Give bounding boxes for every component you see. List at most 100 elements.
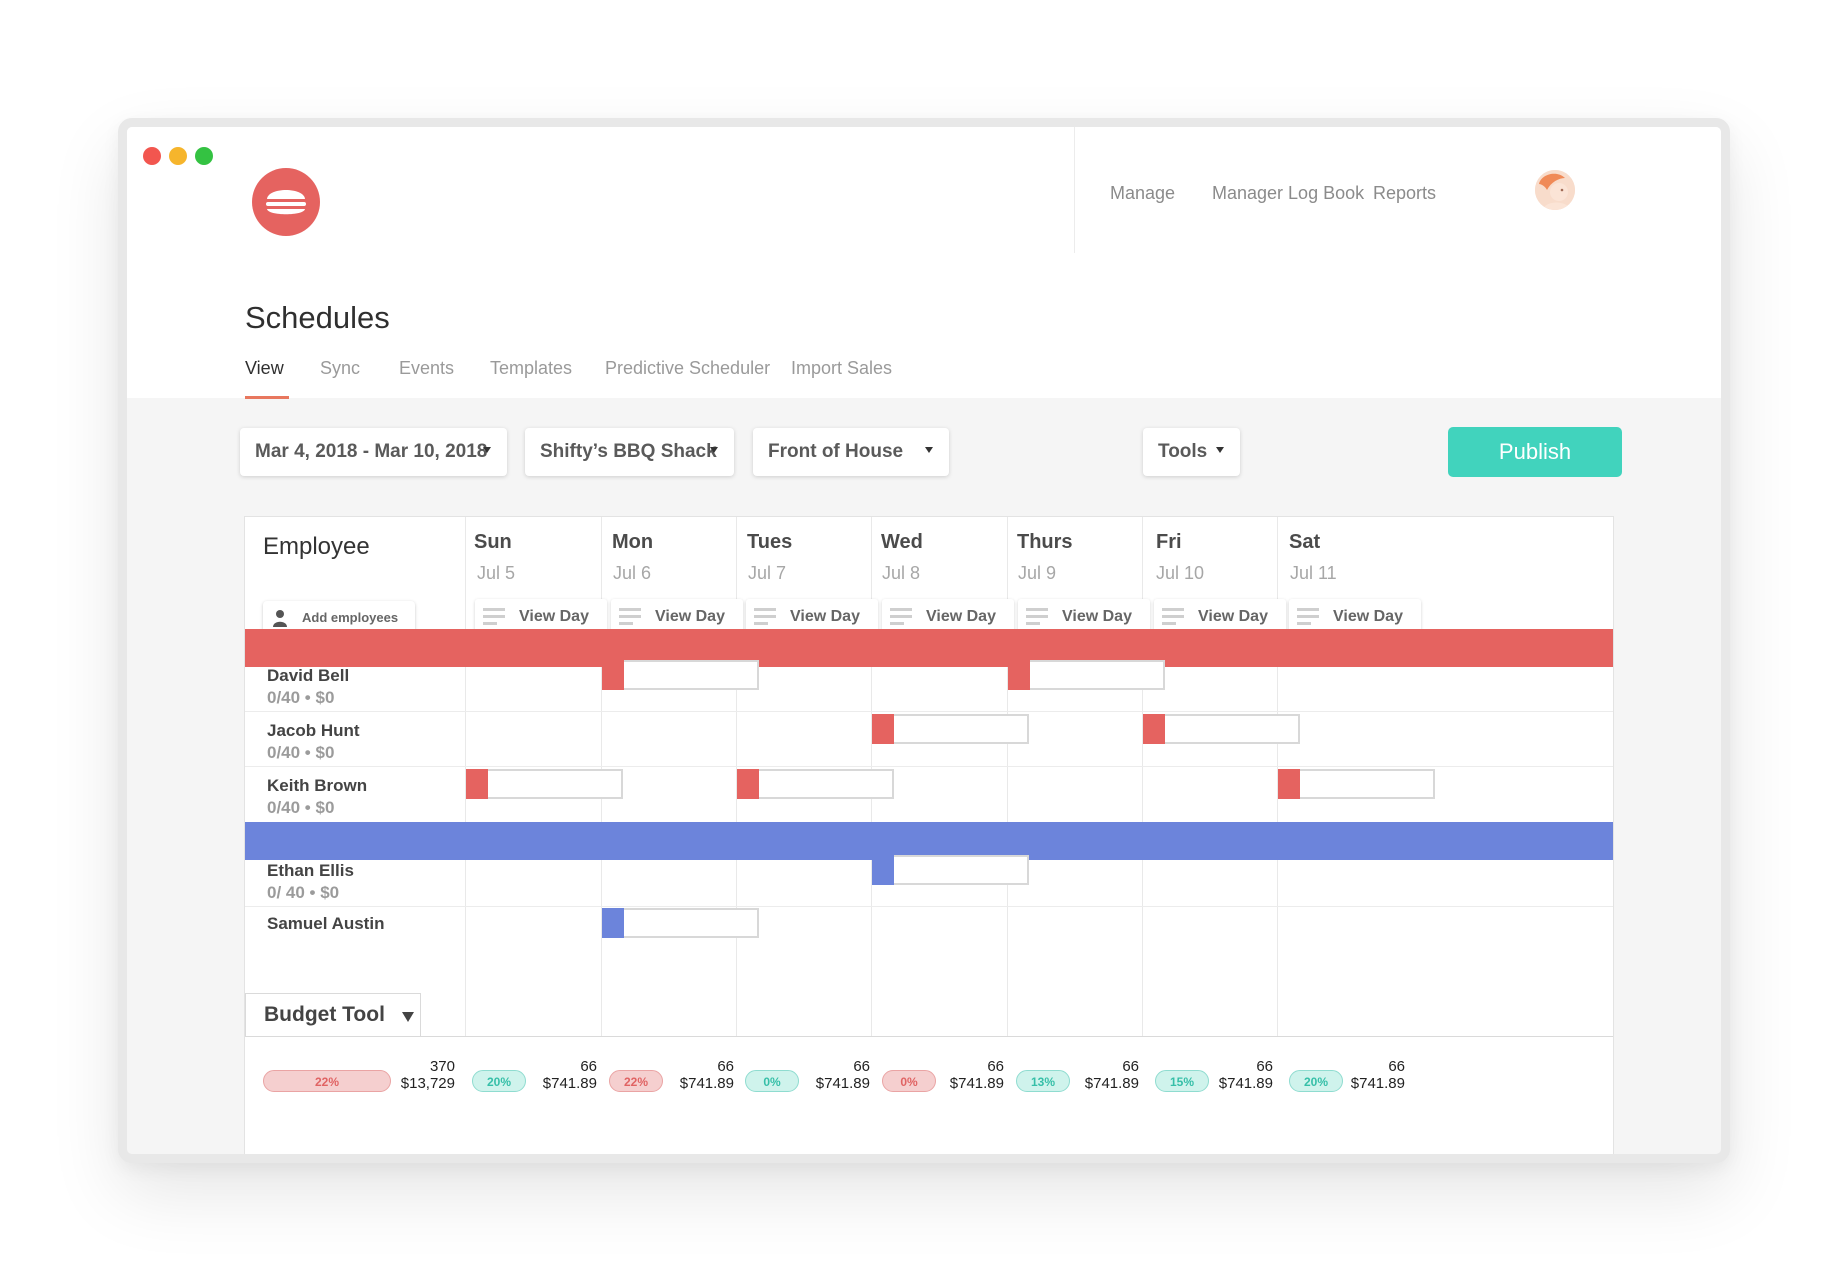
department-dropdown[interactable]: Front of House: [753, 428, 949, 476]
active-tab-indicator: [245, 396, 289, 399]
row-divider: [245, 906, 1613, 907]
view-day-label: View Day: [926, 608, 996, 625]
tab-import-sales[interactable]: Import Sales: [791, 358, 893, 378]
date-range-label: Mar 4, 2018 - Mar 10, 2018: [255, 441, 488, 462]
shift-role-marker: [466, 769, 488, 799]
day-name-sat: Sat: [1289, 531, 1321, 553]
budget-day-cost: $741.89: [1084, 1075, 1139, 1092]
day-date-thurs: Jul 9: [1018, 563, 1057, 583]
tools-dropdown[interactable]: Tools: [1143, 428, 1240, 476]
shift-block[interactable]: [466, 769, 623, 799]
tab-templates[interactable]: Templates: [490, 358, 573, 378]
shift-role-marker: [737, 769, 759, 799]
list-lines-icon: [483, 608, 505, 626]
shift-block[interactable]: [872, 855, 1029, 885]
shift-role-marker: [872, 714, 894, 744]
budget-day-hours: 66: [1388, 1058, 1405, 1075]
role-band-blue: [245, 822, 1613, 860]
nav-reports[interactable]: Reports: [1373, 183, 1437, 203]
tab-predictive-scheduler[interactable]: Predictive Scheduler: [605, 358, 771, 378]
date-range-dropdown[interactable]: Mar 4, 2018 - Mar 10, 2018: [240, 428, 507, 476]
close-window-button[interactable]: [143, 147, 161, 165]
employee-hours-jacob-hunt: 0/40 • $0: [267, 743, 335, 762]
view-day-label: View Day: [790, 608, 860, 625]
day-name-mon: Mon: [612, 531, 654, 553]
list-lines-icon: [890, 608, 912, 626]
day-date-sat: Jul 11: [1290, 563, 1337, 583]
shift-block[interactable]: [737, 769, 894, 799]
day-date-sun: Jul 5: [477, 563, 516, 583]
maximize-window-button[interactable]: [195, 147, 213, 165]
nav-manage[interactable]: Manage: [1110, 183, 1176, 203]
tab-events[interactable]: Events: [399, 358, 455, 378]
nav-manager-log-book[interactable]: Manager Log Book: [1212, 183, 1365, 203]
budget-total-percent-badge: 22%: [263, 1070, 391, 1092]
list-lines-icon: [1162, 608, 1184, 626]
tab-view[interactable]: View: [245, 358, 284, 378]
budget-day-cost: $741.89: [542, 1075, 597, 1092]
employee-name-samuel-austin[interactable]: Samuel Austin: [267, 914, 385, 933]
row-divider: [245, 766, 1613, 767]
budget-day-cost: $741.89: [815, 1075, 870, 1092]
caret-down-icon: [925, 447, 933, 453]
triangle-down-icon: [402, 1012, 414, 1022]
location-label: Shifty’s BBQ Shack: [540, 441, 717, 462]
caret-down-icon: [710, 447, 718, 453]
budget-day-hours: 66: [580, 1058, 597, 1075]
day-name-fri: Fri: [1156, 531, 1182, 553]
person-icon: [273, 610, 287, 627]
schedule-grid: Employee Add employees Sun Jul 5 View Da…: [244, 516, 1614, 1154]
page-header: Schedules View Sync Events Templates Pre…: [127, 253, 1721, 399]
budget-day-cost: $741.89: [1350, 1075, 1405, 1092]
caret-down-icon: [483, 447, 491, 453]
shift-block[interactable]: [602, 660, 759, 690]
view-day-label: View Day: [519, 608, 589, 625]
caret-down-icon: [1216, 447, 1224, 453]
budget-day-percent-badge: 22%: [609, 1070, 663, 1092]
page-title: Schedules: [245, 300, 390, 335]
shift-block[interactable]: [1008, 660, 1165, 690]
user-avatar-icon[interactable]: [1535, 170, 1575, 210]
employee-hours-david-bell: 0/40 • $0: [267, 688, 335, 707]
list-lines-icon: [619, 608, 641, 626]
add-employees-label: Add employees: [302, 610, 399, 625]
employee-column-header: Employee: [263, 533, 370, 560]
budget-day-hours: 66: [1122, 1058, 1139, 1075]
tab-sync[interactable]: Sync: [320, 358, 361, 378]
employee-name-david-bell[interactable]: David Bell: [267, 666, 350, 685]
app-window: Manage Manager Log Book Reports Schedule…: [118, 118, 1730, 1163]
budget-day-percent-badge: 0%: [882, 1070, 936, 1092]
view-day-label: View Day: [1198, 608, 1268, 625]
top-bar: Manage Manager Log Book Reports: [127, 127, 1721, 254]
budget-tool-toggle[interactable]: Budget Tool: [245, 993, 421, 1037]
shift-block[interactable]: [602, 908, 759, 938]
list-lines-icon: [1026, 608, 1048, 626]
budget-day-cost: $741.89: [949, 1075, 1004, 1092]
location-dropdown[interactable]: Shifty’s BBQ Shack: [525, 428, 734, 476]
shift-block[interactable]: [872, 714, 1029, 744]
budget-day-hours: 66: [717, 1058, 734, 1075]
minimize-window-button[interactable]: [169, 147, 187, 165]
shift-role-marker: [1008, 660, 1030, 690]
day-name-thurs: Thurs: [1017, 531, 1073, 553]
day-name-wed: Wed: [881, 531, 923, 553]
burger-icon[interactable]: [252, 168, 320, 236]
row-divider: [245, 711, 1613, 712]
budget-day-hours: 66: [1256, 1058, 1273, 1075]
shift-block[interactable]: [1143, 714, 1300, 744]
employee-name-ethan-ellis[interactable]: Ethan Ellis: [267, 861, 354, 880]
employee-name-keith-brown[interactable]: Keith Brown: [267, 776, 368, 795]
employee-name-jacob-hunt[interactable]: Jacob Hunt: [267, 721, 360, 740]
budget-tool-label: Budget Tool: [264, 1003, 385, 1026]
day-date-wed: Jul 8: [882, 563, 921, 583]
budget-total-hours: 370: [429, 1058, 455, 1075]
list-lines-icon: [1297, 608, 1319, 626]
day-name-tues: Tues: [747, 531, 793, 553]
employee-hours-keith-brown: 0/40 • $0: [267, 798, 335, 817]
publish-button[interactable]: Publish: [1448, 427, 1622, 477]
budget-day-hours: 66: [987, 1058, 1004, 1075]
department-label: Front of House: [768, 441, 904, 462]
budget-day-percent-badge: 20%: [472, 1070, 526, 1092]
shift-block[interactable]: [1278, 769, 1435, 799]
shift-role-marker: [1143, 714, 1165, 744]
